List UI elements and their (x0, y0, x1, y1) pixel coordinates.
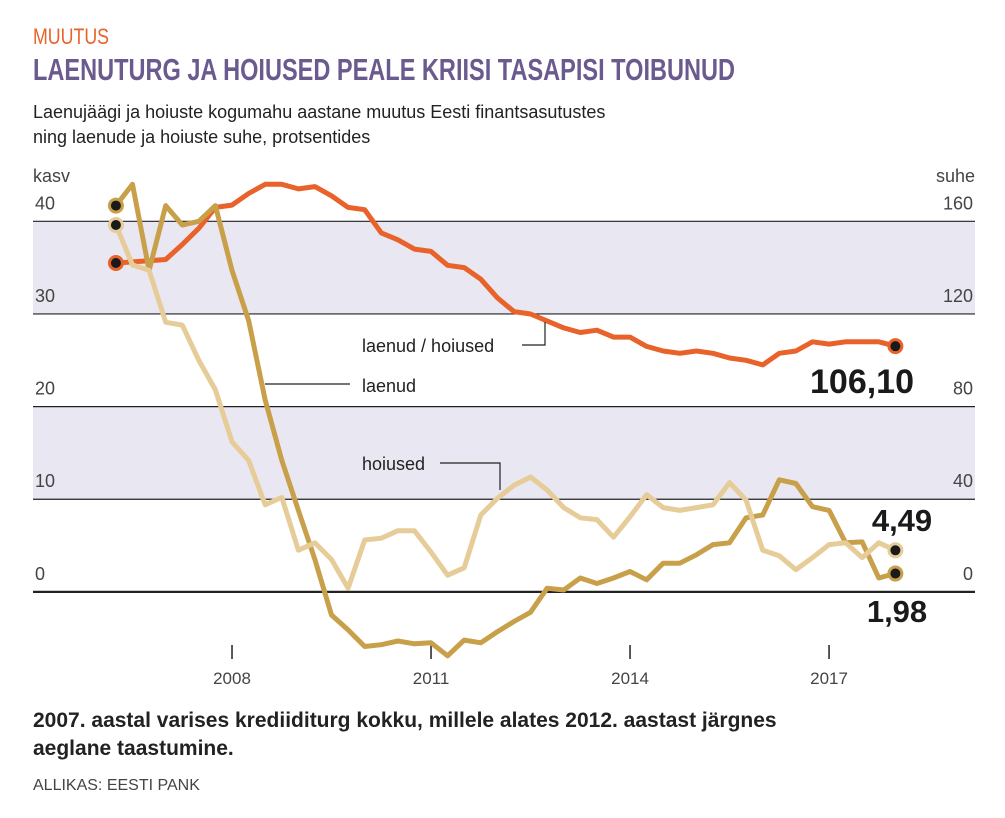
value-label: 4,49 (872, 503, 932, 538)
caption: aeglane taastumine. (33, 737, 234, 760)
series-line (113, 181, 897, 659)
series-label: laenud / hoiused (362, 336, 494, 356)
y-tick-label: 20 (35, 379, 55, 399)
y-tick-label: 40 (35, 193, 55, 213)
source: ALLIKAS: EESTI PANK (33, 777, 200, 794)
y2-tick-label: 0 (963, 564, 973, 584)
x-tick-label: 2017 (810, 669, 848, 688)
y2-tick-label: 80 (953, 379, 973, 399)
end-dot (107, 217, 124, 234)
subtitle: ning laenude ja hoiuste suhe, protsentid… (33, 127, 370, 147)
series-line (115, 181, 897, 368)
value-label: 1,98 (867, 594, 927, 629)
y2-tick-label: 120 (943, 286, 973, 306)
series-label: laenud (362, 376, 416, 396)
end-dot (887, 338, 904, 355)
chart-title: LAENUTURG JA HOIUSED PEALE KRIISI TASAPI… (33, 52, 735, 87)
y2-tick-label: 40 (953, 471, 973, 491)
y2-axis-label: suhe (936, 166, 975, 186)
kicker: MUUTUS (33, 24, 109, 49)
leader-line (522, 322, 546, 346)
end-dot (107, 255, 124, 272)
y-tick-label: 30 (35, 286, 55, 306)
y-tick-label: 0 (35, 564, 45, 584)
leader-line (440, 462, 501, 490)
y2-tick-label: 160 (943, 193, 973, 213)
caption: 2007. aastal varises krediiditurg kokku,… (33, 709, 777, 732)
subtitle: Laenujäägi ja hoiuste kogumahu aastane m… (33, 102, 605, 122)
y-axis-label: kasv (33, 166, 70, 186)
end-dot (887, 565, 904, 582)
plot: 0 10 20 30 40 0 40 80 120 160 2008 2011 2014 2017 laen… (33, 181, 975, 688)
value-label: 106,10 (810, 363, 914, 401)
series-line (113, 224, 897, 591)
band (33, 406, 975, 500)
x-tick-label: 2008 (213, 669, 251, 688)
x-tick-label: 2014 (611, 669, 649, 688)
end-dot (887, 542, 904, 559)
end-dot (107, 197, 124, 214)
x-tick-label: 2011 (413, 669, 450, 688)
y-tick-label: 10 (35, 471, 55, 491)
series-label: hoiused (362, 454, 425, 474)
